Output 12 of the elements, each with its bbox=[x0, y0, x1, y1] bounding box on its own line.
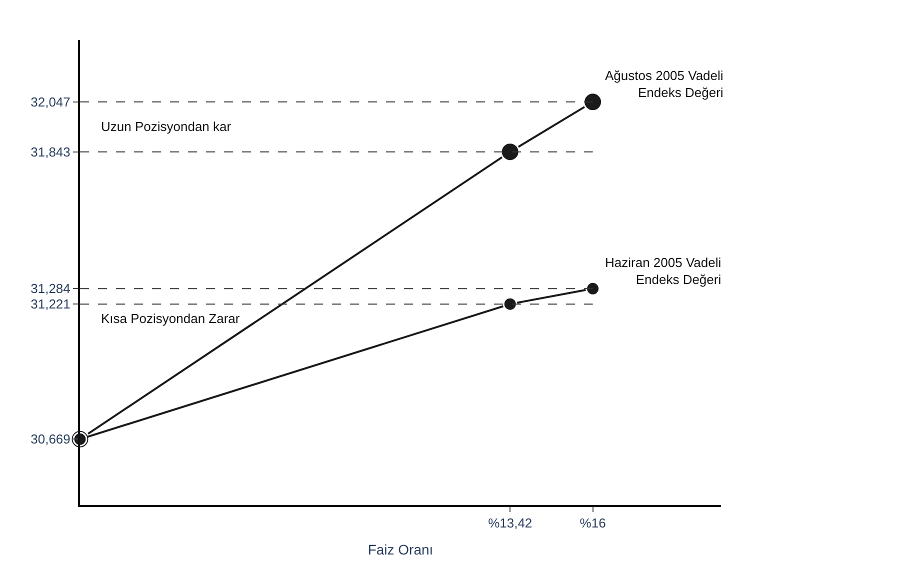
series-label: Haziran 2005 Vadeli Endeks Değeri bbox=[605, 255, 722, 287]
annotation: Uzun Pozisyondan kar bbox=[101, 119, 232, 134]
x-axis-title: Faiz Oranı bbox=[368, 541, 434, 558]
x-tick-label: %13,42 bbox=[488, 516, 532, 531]
y-tick-label: 31,221 bbox=[30, 296, 70, 312]
y-tick-label: 30,669 bbox=[30, 432, 70, 447]
x-tick-label: %16 bbox=[580, 516, 606, 531]
annotation: Kısa Pozisyondan Zarar bbox=[101, 311, 240, 326]
series-label: Ağustos 2005 Vadeli Endeks Değeri bbox=[605, 68, 724, 100]
y-tick-label: 31,843 bbox=[30, 144, 70, 160]
y-tick-label: 31,284 bbox=[30, 281, 70, 296]
y-tick-label: 32,047 bbox=[30, 94, 70, 110]
